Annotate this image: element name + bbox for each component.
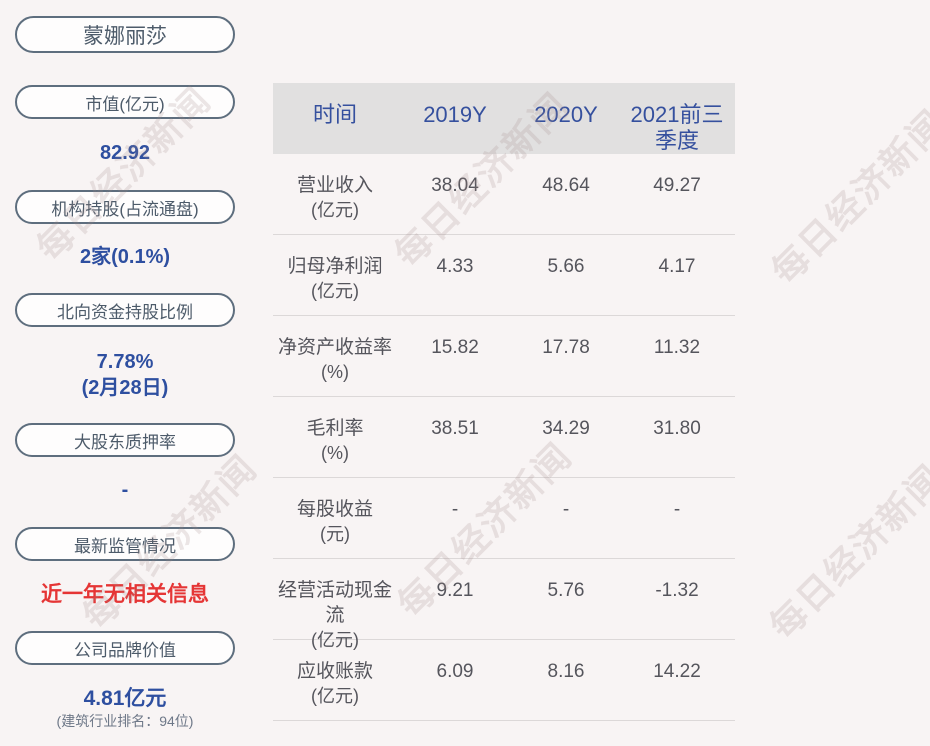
northbound-holding-value: 7.78% (2月28日) xyxy=(0,349,250,401)
table-row-gross-margin: 毛利率 (%) 38.51 34.29 31.80 xyxy=(273,397,735,478)
row-unit: (亿元) xyxy=(311,200,359,220)
sidebar-pill-northbound-holding: 北向资金持股比例 xyxy=(15,293,235,327)
cell-value: 14.22 xyxy=(653,661,701,682)
row-label: 应收账款 (亿元) xyxy=(273,659,397,720)
row-unit: (%) xyxy=(321,443,349,463)
regulation-status-label: 最新监管情况 xyxy=(74,536,176,556)
cell-value: 38.04 xyxy=(431,175,479,196)
table-header-2021-line2: 季度 xyxy=(654,128,699,153)
brand-value-label: 公司品牌价值 xyxy=(74,640,176,660)
table-row-net-profit: 归母净利润 (亿元) 4.33 5.66 4.17 xyxy=(273,235,735,316)
cell-value: 11.32 xyxy=(653,337,701,358)
table-header-cell-2021q3: 2021前三 季度 xyxy=(619,102,735,154)
northbound-holding-date: (2月28日) xyxy=(81,377,169,399)
cell-value: 9.21 xyxy=(436,580,474,601)
cell-value: 31.80 xyxy=(653,418,701,439)
row-label-text: 每股收益 xyxy=(296,499,373,520)
row-unit: (亿元) xyxy=(311,686,359,706)
row-label: 毛利率 (%) xyxy=(273,416,397,477)
row-label-text: 营业收入 xyxy=(296,175,373,196)
institution-holding-label: 机构持股(占流通盘) xyxy=(51,199,199,219)
table-row-revenue: 营业收入 (亿元) 38.04 48.64 49.27 xyxy=(273,154,735,235)
brand-value: 4.81亿元 xyxy=(83,687,167,710)
table-header-cell-time: 时间 xyxy=(312,102,357,127)
brand-value-rank-note: (建筑行业排名：94位) xyxy=(56,713,194,729)
row-label: 每股收益 (元) xyxy=(273,497,397,558)
institution-holding-value: 2家(0.1%) xyxy=(79,246,171,268)
sidebar-pill-institution-holding: 机构持股(占流通盘) xyxy=(15,190,235,224)
company-name-label: 蒙娜丽莎 xyxy=(83,24,167,48)
cell-value: 4.33 xyxy=(436,256,474,277)
table-row-roe: 净资产收益率 (%) 15.82 17.78 11.32 xyxy=(273,316,735,397)
cell-value: 17.78 xyxy=(542,337,590,358)
table-row-accounts-receivable: 应收账款 (亿元) 6.09 8.16 14.22 xyxy=(273,640,735,721)
row-label: 净资产收益率 (%) xyxy=(273,335,397,396)
northbound-holding-percent: 7.78% xyxy=(96,351,154,373)
row-unit: (%) xyxy=(321,362,349,382)
cell-value: 48.64 xyxy=(542,175,590,196)
cell-value: 5.76 xyxy=(547,580,585,601)
regulation-status-value: 近一年无相关信息 xyxy=(41,583,209,606)
sidebar-pill-company-name: 蒙娜丽莎 xyxy=(15,16,235,53)
cell-value: 38.51 xyxy=(431,418,479,439)
cell-value: 49.27 xyxy=(653,175,701,196)
cell-value: 8.16 xyxy=(547,661,585,682)
northbound-holding-label: 北向资金持股比例 xyxy=(57,302,193,322)
cell-value: - xyxy=(451,499,459,520)
cell-value: -1.32 xyxy=(655,580,699,601)
market-cap-value: 82.92 xyxy=(99,142,151,164)
sidebar-pill-brand-value: 公司品牌价值 xyxy=(15,631,235,665)
row-unit: (元) xyxy=(320,524,350,544)
cell-value: 5.66 xyxy=(547,256,585,277)
row-label-text: 毛利率 xyxy=(306,418,364,439)
watermark-text: 每日经济新闻 xyxy=(761,456,930,647)
pledge-ratio-value: - xyxy=(121,479,129,501)
row-label: 营业收入 (亿元) xyxy=(273,173,397,234)
row-label-text: 应收账款 xyxy=(296,661,373,682)
cell-value: 4.17 xyxy=(658,256,696,277)
table-row-eps: 每股收益 (元) - - - xyxy=(273,478,735,559)
row-label-text: 归母净利润 xyxy=(287,256,383,277)
table-header-cell-2020: 2020Y xyxy=(534,102,598,127)
row-label-text: 净资产收益率 xyxy=(277,337,392,358)
cell-value: 15.82 xyxy=(431,337,479,358)
sidebar-pill-regulation-status: 最新监管情况 xyxy=(15,527,235,561)
table-header-2021-line1: 2021前三 xyxy=(630,102,724,127)
row-label: 归母净利润 (亿元) xyxy=(273,254,397,315)
sidebar-pill-pledge-ratio: 大股东质押率 xyxy=(15,423,235,457)
row-label: 经营活动现金流 (亿元) xyxy=(273,578,397,653)
table-header-row: 时间 2019Y 2020Y 2021前三 季度 xyxy=(273,83,735,154)
table-row-operating-cash-flow: 经营活动现金流 (亿元) 9.21 5.76 -1.32 xyxy=(273,559,735,650)
sidebar-pill-market-cap: 市值(亿元) xyxy=(15,85,235,119)
market-cap-label: 市值(亿元) xyxy=(85,94,165,114)
row-label-text: 经营活动现金流 xyxy=(277,580,392,626)
cell-value: 6.09 xyxy=(436,661,474,682)
pledge-ratio-label: 大股东质押率 xyxy=(74,432,176,452)
cell-value: - xyxy=(562,499,570,520)
row-unit: (亿元) xyxy=(311,630,359,650)
watermark-text: 每日经济新闻 xyxy=(763,101,930,292)
financial-table: 时间 2019Y 2020Y 2021前三 季度 营业收入 (亿元) 38.04… xyxy=(273,83,735,721)
row-unit: (亿元) xyxy=(311,281,359,301)
cell-value: - xyxy=(673,499,681,520)
table-header-cell-2019: 2019Y xyxy=(423,102,487,127)
cell-value: 34.29 xyxy=(542,418,590,439)
